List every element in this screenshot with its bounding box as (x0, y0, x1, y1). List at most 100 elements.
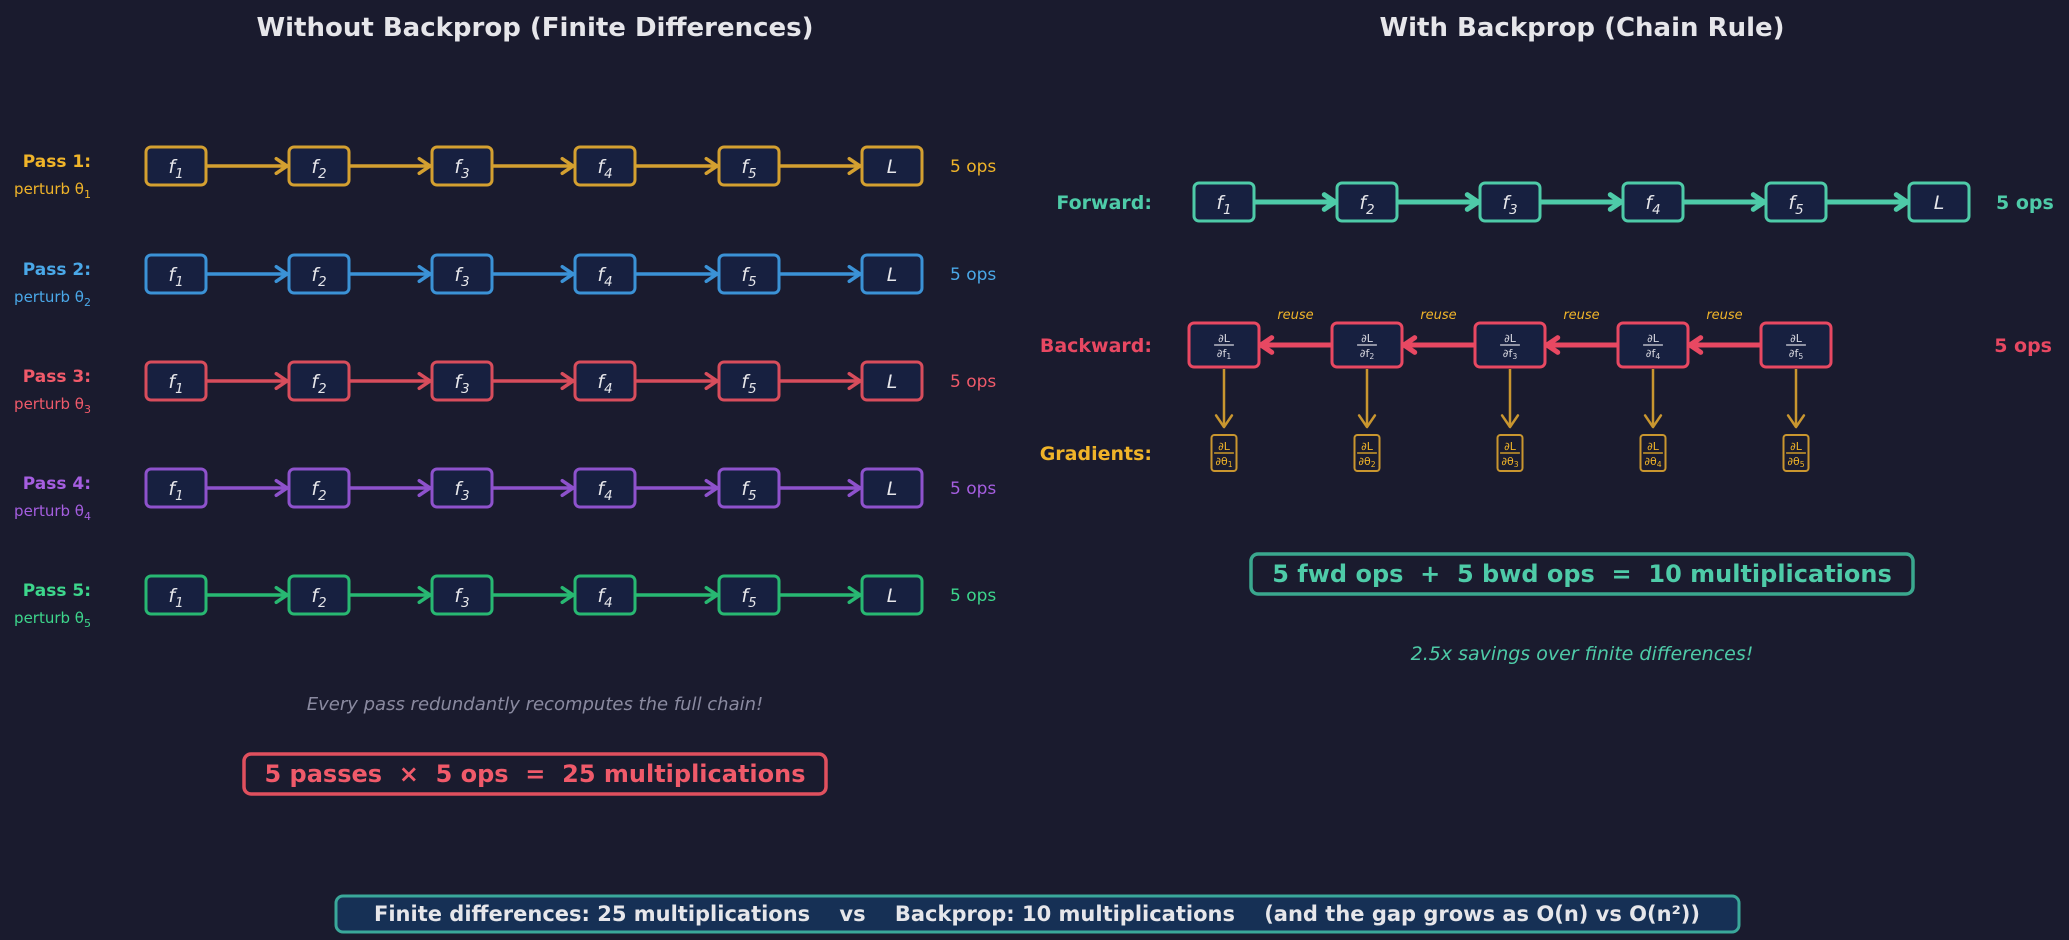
forward-arrow (780, 585, 862, 605)
ops-count: 5 ops (950, 479, 996, 499)
node-box (573, 145, 637, 187)
backward-node-label: ∂L ∂f4 (1643, 332, 1663, 361)
backward-arrow (1687, 335, 1760, 355)
gradient-arrow (1643, 369, 1663, 429)
svg-text:∂f1: ∂f1 (1217, 347, 1232, 361)
svg-text:∂L: ∂L (1218, 440, 1231, 453)
backward-arrow (1401, 335, 1474, 355)
reuse-label: reuse (1277, 308, 1313, 323)
gradient-label: ∂L ∂θ2 (1357, 440, 1377, 469)
node-label: f1 (168, 585, 183, 611)
node-label: f5 (741, 478, 756, 504)
node-box (430, 145, 494, 187)
node-label: L (887, 585, 898, 607)
left-summary-box (242, 752, 828, 796)
node-label: f2 (311, 156, 326, 182)
left-title: Without Backprop (Finite Differences) (256, 13, 813, 43)
pass-row: Pass 2: perturb θ2 f1 f2 f3 f4 f5 L 5 ops (14, 253, 996, 309)
pass-row: Pass 1: perturb θ1 f1 f2 f3 f4 f5 L 5 ops (14, 145, 996, 201)
forward-node-label: f1 (1216, 192, 1231, 218)
node-box (144, 253, 208, 295)
node-label: L (887, 478, 898, 500)
node-box (144, 467, 208, 509)
savings-note: 2.5x savings over finite differences! (1411, 643, 1754, 665)
forward-node-label: f3 (1502, 192, 1517, 218)
node-box (860, 360, 924, 402)
svg-text:∂f4: ∂f4 (1646, 347, 1661, 361)
node-box (287, 253, 351, 295)
forward-node-label: f5 (1788, 192, 1803, 218)
node-box (573, 467, 637, 509)
reuse-label: reuse (1706, 308, 1742, 323)
pass-row: Pass 4: perturb θ4 f1 f2 f3 f4 f5 L 5 ops (14, 467, 996, 523)
node-box (717, 253, 781, 295)
forward-arrow (350, 156, 432, 176)
node-label: f3 (454, 478, 469, 504)
forward-arrow (1398, 192, 1481, 212)
svg-text:∂f3: ∂f3 (1503, 347, 1518, 361)
node-box (717, 574, 781, 616)
forward-node-label: f2 (1359, 192, 1374, 218)
pass-row: Pass 3: perturb θ3 f1 f2 f3 f4 f5 L 5 ops (14, 360, 996, 416)
perturb-label: perturb θ1 (14, 180, 91, 201)
node-label: f5 (741, 585, 756, 611)
node-box (717, 467, 781, 509)
forward-arrow (780, 478, 862, 498)
svg-text:∂L: ∂L (1361, 332, 1374, 345)
backprop-diagram: Forward: f1 f2 f3 f4 f5 L 5 ops Backward: ∂L ∂f1 re… (1040, 181, 2054, 472)
node-box (144, 574, 208, 616)
node-label: f1 (168, 371, 183, 397)
perturb-label: perturb θ2 (14, 288, 91, 309)
forward-arrow (493, 478, 575, 498)
forward-node-box (1907, 181, 1971, 223)
forward-node-box (1764, 181, 1828, 223)
gradient-label: ∂L ∂θ5 (1786, 440, 1806, 469)
forward-arrow (636, 264, 719, 284)
node-label: f3 (454, 156, 469, 182)
backward-ops: 5 ops (1994, 335, 2052, 357)
node-label: f3 (454, 264, 469, 290)
redundancy-note: Every pass redundantly recomputes the fu… (307, 694, 764, 715)
footer-box (334, 894, 1741, 934)
forward-arrow (350, 371, 432, 391)
forward-arrow (1827, 192, 1910, 212)
node-label: f1 (168, 156, 183, 182)
node-label: f4 (597, 585, 612, 611)
forward-arrow (636, 156, 719, 176)
node-label: f1 (168, 478, 183, 504)
node-label: f4 (597, 371, 612, 397)
pass-label: Pass 5: (23, 581, 91, 601)
perturb-label: perturb θ4 (14, 502, 91, 523)
forward-arrow (1255, 192, 1338, 212)
gradient-label: ∂L ∂θ4 (1643, 440, 1663, 469)
forward-arrow (636, 371, 719, 391)
svg-text:∂L: ∂L (1647, 332, 1660, 345)
forward-arrow (1541, 192, 1624, 212)
forward-arrow (780, 264, 862, 284)
svg-text:∂L: ∂L (1790, 440, 1803, 453)
ops-count: 5 ops (950, 372, 996, 392)
svg-text:∂θ1: ∂θ1 (1215, 455, 1232, 469)
backward-label: Backward: (1040, 335, 1152, 357)
pass-label: Pass 2: (23, 260, 91, 280)
node-label: f3 (454, 585, 469, 611)
node-box (287, 574, 351, 616)
footer-comparison: Finite differences: 25 multiplications v… (374, 902, 1700, 926)
svg-text:∂θ2: ∂θ2 (1358, 455, 1375, 469)
forward-node-box (1478, 181, 1542, 223)
forward-arrow (350, 478, 432, 498)
backward-arrow (1544, 335, 1617, 355)
forward-label: Forward: (1056, 192, 1152, 214)
svg-text:∂L: ∂L (1504, 440, 1517, 453)
node-label: f2 (311, 264, 326, 290)
svg-text:∂θ5: ∂θ5 (1787, 455, 1804, 469)
backward-node-label: ∂L ∂f3 (1500, 332, 1520, 361)
node-box (144, 360, 208, 402)
forward-arrow (350, 264, 432, 284)
node-label: f4 (597, 156, 612, 182)
node-label: f5 (741, 371, 756, 397)
forward-arrow (493, 264, 575, 284)
right-title: With Backprop (Chain Rule) (1379, 13, 1784, 43)
svg-text:∂L: ∂L (1218, 332, 1231, 345)
